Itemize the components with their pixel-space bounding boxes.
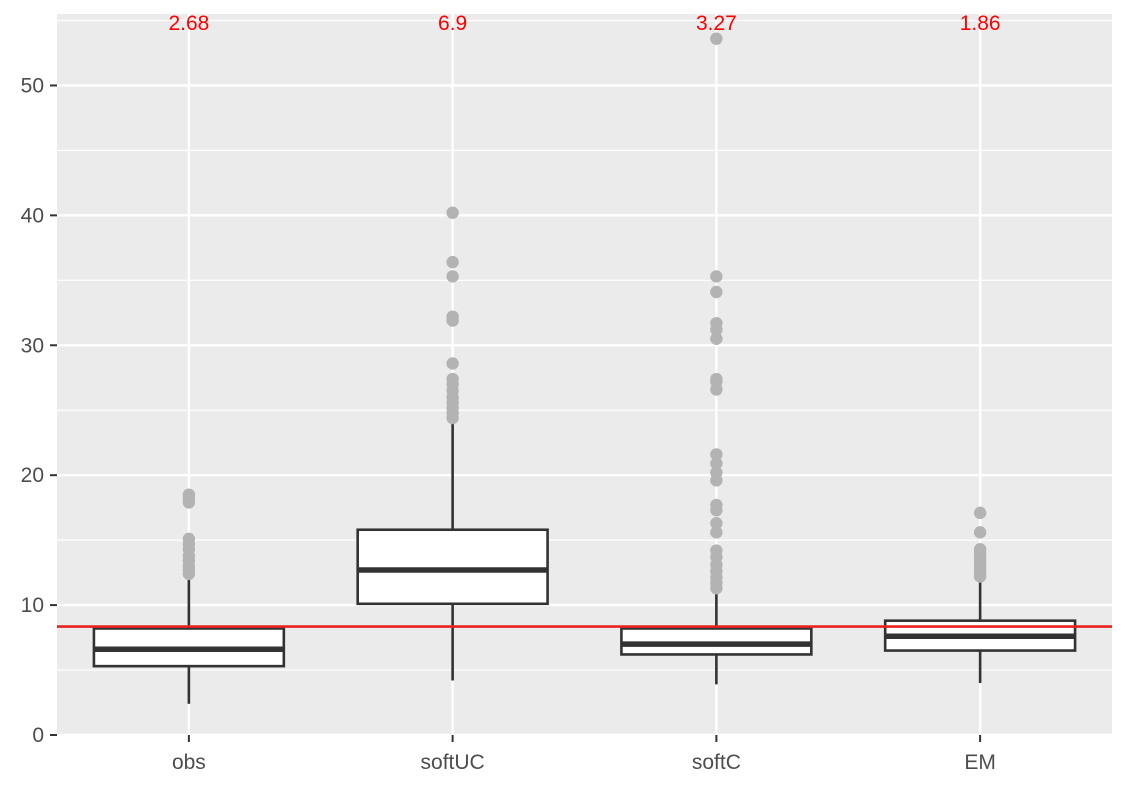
y-tick-label: 50 [21,74,44,97]
outlier-point [973,526,987,539]
annotation-label-EM: 1.86 [960,12,1001,35]
outlier-point [446,206,459,219]
outlier-point [973,506,987,520]
x-tick-label-obs: obs [172,751,206,774]
x-tick-label-softC: softC [692,751,741,774]
outlier-point [446,270,459,283]
outlier-point [710,517,723,530]
y-tick-label: 40 [21,204,44,227]
box-obs [92,488,286,704]
outlier-point [710,448,723,461]
outlier-point [710,466,723,479]
outlier-point [710,544,723,557]
box-softC [620,32,813,685]
outlier-point [973,543,987,556]
outlier-point [182,532,196,546]
y-tick-label: 0 [32,724,44,747]
outlier-point [710,526,723,539]
iqr-box [356,528,549,606]
outlier-point [710,372,723,386]
outlier-point [446,372,459,386]
outlier-point [710,457,723,470]
annotation-label-softUC: 6.9 [438,12,467,35]
y-tick-label: 30 [21,334,44,357]
y-tick-label: 10 [21,594,44,617]
x-tick-label-softUC: softUC [421,751,485,774]
y-tick-label: 20 [21,464,44,487]
outlier-point [710,498,723,512]
outlier-point [710,32,723,45]
outlier-point [446,357,459,370]
outlier-point [446,310,459,323]
outlier-point [446,255,459,269]
annotation-label-softC: 3.27 [696,12,737,35]
outlier-point [710,332,723,345]
outlier-point [182,488,196,501]
plot-panel [57,14,1112,735]
box-softUC [356,206,549,681]
outlier-point [710,270,723,283]
outlier-point [710,316,723,330]
outlier-point [710,285,723,299]
annotation-label-obs: 2.68 [168,12,209,35]
x-tick-label-EM: EM [964,751,996,774]
